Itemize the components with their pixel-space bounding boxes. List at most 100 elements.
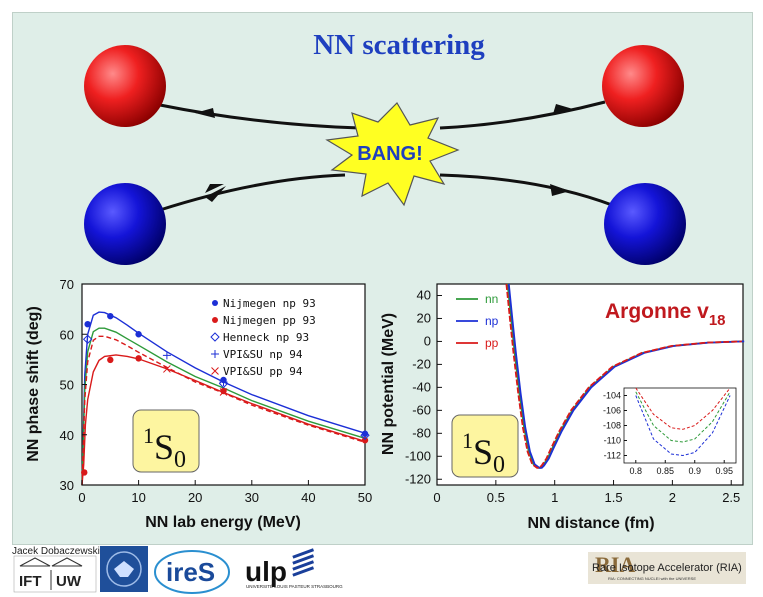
chart1-x-tick-label: 50 <box>358 490 372 505</box>
svg-text:UW: UW <box>56 573 82 590</box>
potential-chart: 0 0.5 1 1.5 2 2.5 40 20 0 -20 -40 -60 -80 -100 -120 N… <box>380 283 745 532</box>
chart1-point <box>107 312 114 320</box>
legend-label: VPI&SU pp 94 <box>223 365 303 378</box>
arrow-right-icon <box>205 186 226 202</box>
university-crest-logo <box>100 546 148 592</box>
chart2-state-label: 1S0 <box>462 428 505 478</box>
chart1-point <box>219 377 228 386</box>
trajectory-top-right <box>439 100 606 130</box>
chart2-y-tick-label: -80 <box>412 425 431 440</box>
chart1-x-tick-label: 40 <box>301 490 315 505</box>
chart2-annotation: Argonne v18 <box>605 300 726 329</box>
ria-caption: RIA: CONNECTING NUCLEI with the UNIVERSE <box>608 576 696 581</box>
legend-marker <box>210 332 220 342</box>
chart1-y-axis-label: NN phase shift (deg) <box>25 306 42 462</box>
chart1-x-axis-label: NN lab energy (MeV) <box>145 514 301 531</box>
inset-curve-np <box>635 395 731 457</box>
chart1-y-tick-label: 30 <box>60 478 74 493</box>
trajectory-bottom-right <box>439 173 613 207</box>
legend-label: Nijmegen pp 93 <box>223 314 316 327</box>
ria-logo: RIA Rare Isotope Accelerator (RIA) RIA: … <box>588 552 746 584</box>
chart1-curve-nn <box>81 327 366 486</box>
legend-marker <box>211 350 219 358</box>
chart1-y-tick-label: 40 <box>60 428 74 443</box>
legend-label: pp <box>485 336 499 350</box>
chart1-point <box>220 387 227 395</box>
chart2-x-tick-label: 2 <box>669 490 676 505</box>
inset-y-tick-label: -108 <box>603 421 621 431</box>
bang-label: BANG! <box>357 143 423 165</box>
chart2-y-tick-label: -60 <box>412 402 431 417</box>
chart2-x-tick-label: 1.5 <box>604 490 622 505</box>
arrow-right-icon <box>205 184 224 193</box>
chart2-y-tick-label: 40 <box>417 287 431 302</box>
ria-title: Rare Isotope Accelerator (RIA) <box>592 562 742 574</box>
inset-y-tick-label: -112 <box>604 451 621 461</box>
chart2-y-tick-label: -20 <box>412 356 431 371</box>
chart2-x-tick-label: 1 <box>551 490 558 505</box>
chart2-legend: nn np pp <box>456 292 499 350</box>
chart1-point <box>361 437 369 444</box>
chart1-state-label-box <box>132 409 200 473</box>
chart2-curve-np <box>507 283 745 469</box>
chart1-point <box>162 351 171 360</box>
legend-marker <box>212 300 218 306</box>
ulp-logo: ulp UNIVERSITÉ LOUIS PASTEUR STRASBOURG <box>245 548 343 589</box>
inset-x-tick-label: 0.8 <box>630 466 643 476</box>
chart2-y-tick-label: 0 <box>424 333 431 348</box>
arrow-left-icon <box>553 104 573 114</box>
svg-text:ulp: ulp <box>245 556 287 587</box>
chart1-x-tick-label: 0 <box>78 490 85 505</box>
svg-text:ireS: ireS <box>166 557 215 587</box>
neutron-ball-bottom-left <box>84 183 166 265</box>
chart2-state-label-box <box>451 414 519 478</box>
author-name: Jacek Dobaczewski <box>12 546 100 557</box>
legend-label: np <box>485 314 499 328</box>
chart1-point <box>135 355 142 362</box>
chart1-legend: Nijmegen np 93 Nijmegen pp 93 Henneck np 9… <box>210 297 316 378</box>
chart1-y-tick-label: 60 <box>60 327 74 342</box>
ulp-caption: UNIVERSITÉ LOUIS PASTEUR STRASBOURG <box>246 583 343 589</box>
inset-y-tick-label: -104 <box>603 391 621 401</box>
legend-label: nn <box>485 292 498 306</box>
legend-marker <box>211 367 219 375</box>
legend-label: Nijmegen np 93 <box>223 297 316 310</box>
chart1-curve-np <box>81 311 366 486</box>
chart2-curve-pp <box>505 283 742 469</box>
inset-x-tick-label: 0.95 <box>715 466 733 476</box>
trajectory-bottom-left <box>159 173 346 212</box>
chart1-x-tick-label: 30 <box>245 490 259 505</box>
inset-y-tick-label: -106 <box>603 406 621 416</box>
chart1-curve-pp-dashed <box>81 335 366 486</box>
chart1-point <box>82 334 93 344</box>
arrow-left-icon <box>195 108 215 118</box>
inset-x-tick-label: 0.85 <box>656 466 674 476</box>
legend-label: VPI&SU np 94 <box>223 348 303 361</box>
chart2-y-tick-label: 20 <box>417 310 431 325</box>
inset-y-tick-label: -110 <box>604 436 621 446</box>
chart2-x-tick-label: 0.5 <box>487 490 505 505</box>
chart1-curve-pp <box>81 354 366 486</box>
chart1-point <box>163 365 171 373</box>
svg-text:IFT: IFT <box>19 573 42 590</box>
chart2-y-axis-label: NN potential (MeV) <box>380 313 397 455</box>
chart1-state-label: 1S0 <box>143 423 186 473</box>
chart1-point <box>84 321 91 328</box>
chart1-point <box>361 430 369 437</box>
chart1-x-tick-label: 10 <box>131 490 145 505</box>
svg-text:RIA: RIA <box>595 552 635 577</box>
chart2-y-tick-label: -100 <box>405 448 431 463</box>
arrow-right-icon <box>550 184 570 196</box>
trajectory-top-left <box>159 103 361 130</box>
chart2-x-axis-label: NN distance (fm) <box>527 515 654 532</box>
chart1-y-tick-label: 70 <box>60 277 74 292</box>
ift-uw-logo: IFT UW <box>13 555 97 593</box>
chart2-y-tick-label: -40 <box>412 379 431 394</box>
chart1-x-tick-label: 20 <box>188 490 202 505</box>
proton-ball-top-left <box>84 45 166 127</box>
chart1-point <box>81 469 88 476</box>
inset-curve-pp <box>635 387 731 430</box>
chart2-x-tick-label: 0 <box>433 490 440 505</box>
chart2-inset: 0.8 0.85 0.9 0.95 -104 -106 -108 -110 -112 <box>603 387 737 476</box>
